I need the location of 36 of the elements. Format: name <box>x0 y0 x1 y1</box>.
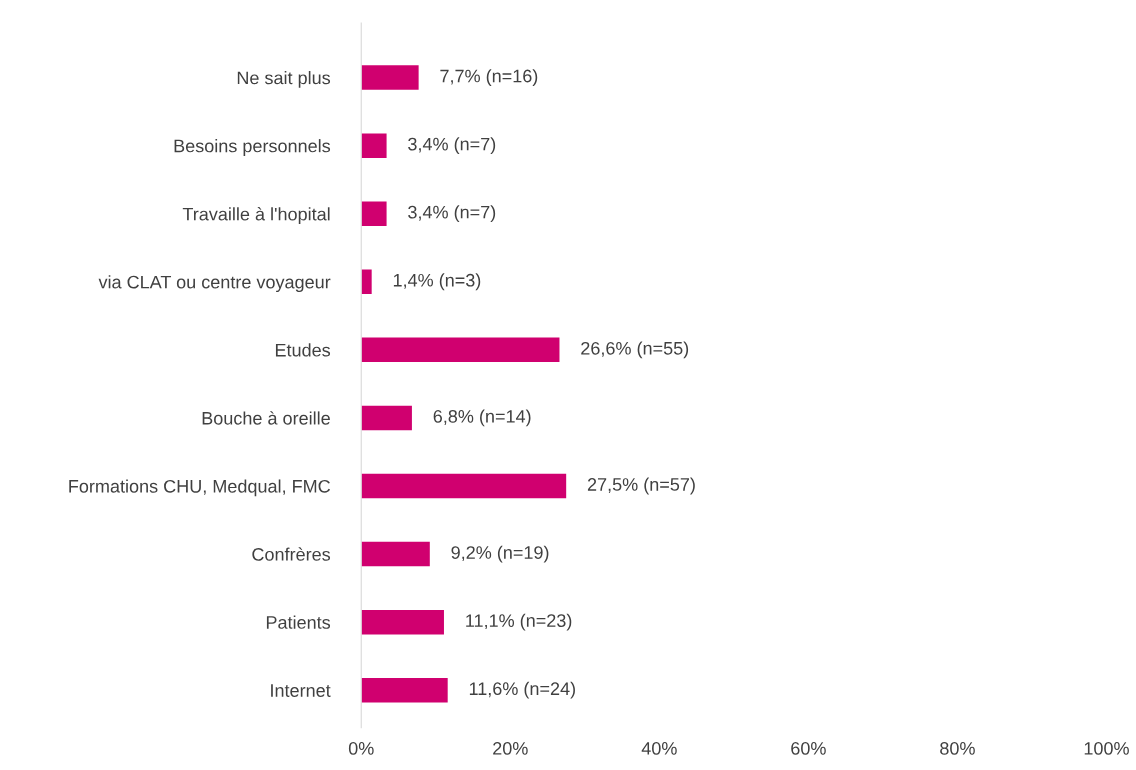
data-label: 6,8% (n=14) <box>433 409 531 427</box>
y-tick-label: Besoins personnels <box>174 139 331 156</box>
bar <box>361 405 412 431</box>
y-tick-label: via CLAT ou centre voyageur <box>98 275 331 293</box>
x-tick-label: 40% <box>641 742 677 755</box>
bar <box>361 269 372 295</box>
data-label: 3,4% (n=7) <box>408 137 496 155</box>
data-label: 27,5% (n=57) <box>587 477 695 495</box>
data-label: 11,6% (n=24) <box>469 681 575 699</box>
y-tick-label: Ne sait plus <box>237 71 331 88</box>
x-tick-label: 60% <box>791 742 826 755</box>
bar <box>361 609 444 635</box>
bar <box>361 337 560 363</box>
bar <box>361 201 387 226</box>
bar <box>361 133 387 158</box>
y-tick-label: Confrères <box>252 547 331 561</box>
data-label: 1,4% (n=3) <box>393 273 481 291</box>
data-label: 9,2% (n=19) <box>451 545 549 563</box>
y-tick-label: Bouche à oreille <box>202 411 330 425</box>
data-label: 3,4% (n=7) <box>408 205 496 223</box>
bar <box>361 473 567 499</box>
x-tick-label: 20% <box>493 742 528 755</box>
y-tick-label: Formations CHU, Medqual, FMC <box>69 479 331 497</box>
x-tick-label: 80% <box>940 742 975 755</box>
data-label: 7,7% (n=16) <box>440 69 538 86</box>
y-tick-label: Internet <box>271 684 331 697</box>
x-tick-label: 0% <box>348 742 374 755</box>
x-tick-label: 100% <box>1084 742 1129 755</box>
bar <box>361 677 448 703</box>
bar <box>361 65 419 90</box>
y-tick-label: Patients <box>266 615 331 629</box>
data-label: 26,6% (n=55) <box>581 341 689 359</box>
data-label: 11,1% (n=23) <box>466 613 572 631</box>
y-tick-label: Etudes <box>275 343 331 357</box>
bar <box>361 541 430 567</box>
y-tick-label: Travaille à l'hopital <box>182 207 330 225</box>
